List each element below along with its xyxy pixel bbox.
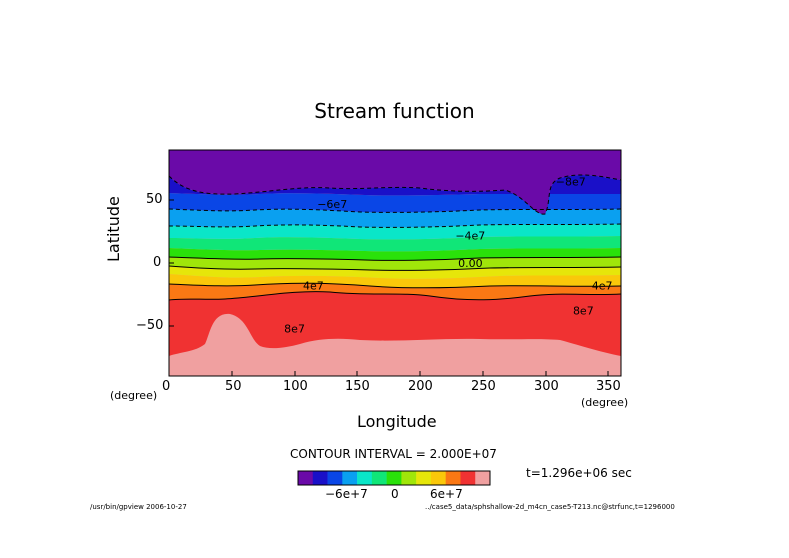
colorbar-swatch [357, 471, 373, 485]
y-tick-label: 0 [153, 255, 162, 270]
footer-left: /usr/bin/gpview 2006-10-27 [90, 503, 187, 511]
colorbar-frame [297, 470, 491, 486]
colorbar-swatch [416, 471, 432, 485]
colorbar-tick-label: −6e+7 [325, 487, 368, 501]
contour-line [169, 282, 621, 289]
x-tick-label: 100 [283, 379, 308, 394]
contour-label: 8e7 [573, 305, 594, 318]
colorbar-swatch [445, 471, 461, 485]
contour-fills [169, 150, 621, 376]
contour-label: −6e7 [317, 198, 347, 211]
contour-band [169, 236, 621, 252]
contour-line [169, 174, 621, 215]
contour-band [169, 291, 621, 356]
x-axis-unit: (degree) [581, 396, 629, 409]
colorbar-swatch [342, 471, 358, 485]
contour-band [169, 174, 621, 215]
y-tick-label: −50 [136, 318, 164, 333]
contour-label: 4e7 [592, 280, 613, 293]
x-axis-label: Longitude [357, 412, 437, 431]
x-tick-label: 200 [408, 379, 433, 394]
contour-label: 0.00 [458, 257, 483, 270]
contour-interval-label: CONTOUR INTERVAL = 2.000E+07 [290, 447, 497, 461]
contour-labels: −8e7 −6e7 −4e7 0.00 4e7 4e7 8e7 8e7 [284, 175, 613, 335]
contour-band [169, 193, 621, 213]
colorbar-swatch [475, 471, 491, 485]
colorbar-swatch [312, 471, 328, 485]
colorbar-swatch [327, 471, 343, 485]
colorbar-swatch [430, 471, 446, 485]
x-tick-label: 250 [471, 379, 496, 394]
contour-line [169, 265, 621, 271]
contour-line [169, 223, 621, 228]
contour-band [169, 283, 621, 300]
contour-lines [169, 174, 621, 301]
colorbar-swatch [386, 471, 402, 485]
axis-ticks [168, 199, 609, 376]
contour-label: 4e7 [303, 280, 324, 293]
contour-band [169, 266, 621, 279]
colorbar-swatch [401, 471, 417, 485]
x-tick-label: 0 [162, 379, 171, 394]
x-tick-label: 350 [596, 379, 621, 394]
colorbar-swatch [460, 471, 476, 485]
contour-line [169, 256, 621, 261]
colorbar-tick-label: 0 [391, 487, 399, 501]
contour-band [169, 224, 621, 240]
contour-line [169, 208, 621, 213]
contour-band [169, 150, 621, 215]
colorbar-tick-label: 6e+7 [430, 487, 463, 501]
time-label: t=1.296e+06 sec [526, 466, 632, 480]
contour-band [169, 209, 621, 228]
contour-label: −4e7 [455, 229, 485, 242]
contour-band [169, 274, 621, 288]
contour-label: −8e7 [556, 175, 586, 188]
contour-line [169, 291, 621, 301]
x-tick-label: 150 [345, 379, 370, 394]
contour-band [169, 257, 621, 271]
colorbar-swatch [298, 471, 314, 485]
chart-title: Stream function [314, 99, 475, 123]
footer-right: ../case5_data/sphshallow-2d_m4cn_case5-T… [425, 503, 675, 511]
y-tick-label: 50 [146, 192, 163, 207]
x-tick-label: 50 [225, 379, 242, 394]
contour-label: 8e7 [284, 322, 305, 335]
colorbar-swatch [371, 471, 387, 485]
y-axis-unit: (degree) [110, 389, 158, 402]
x-tick-label: 300 [534, 379, 559, 394]
colorbar [297, 470, 491, 486]
